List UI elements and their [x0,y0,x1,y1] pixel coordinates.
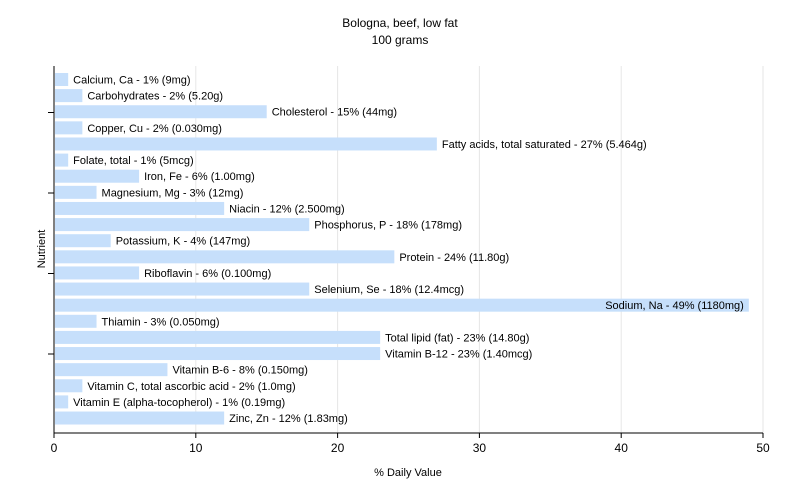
bar-label-2: Cholesterol - 15% (44mg) [272,107,397,119]
bar-label-12: Riboflavin - 6% (0.100mg) [144,268,271,280]
bar-label-4: Fatty acids, total saturated - 27% (5.46… [442,139,647,151]
bar-0 [55,73,69,86]
x-axis-title: % Daily Value [374,467,442,479]
bar-17 [55,347,381,361]
bar-label-13: Selenium, Se - 18% (12.4mcg) [314,284,464,296]
bar-label-11: Protein - 24% (11.80g) [399,252,509,264]
axes-group: 0 10 20 30 40 50 [48,66,770,455]
bar-12 [55,266,140,280]
bar-label-14: Sodium, Na - 49% (1180mg) [605,300,744,312]
bar-16 [55,330,381,344]
x-tick-label-4: 40 [615,441,629,455]
bar-8 [55,201,225,215]
bar-label-6: Iron, Fe - 6% (1.00mg) [144,171,255,183]
bar-9 [55,218,310,232]
bar-10 [55,234,111,248]
x-tick-label-0: 0 [51,441,58,455]
bar-label-21: Zinc, Zn - 12% (1.83mg) [229,413,348,425]
bar-label-3: Copper, Cu - 2% (0.030mg) [87,123,222,135]
bar-6 [55,169,140,183]
x-tick-label-2: 20 [331,441,345,455]
bar-label-9: Phosphorus, P - 18% (178mg) [314,220,462,232]
bar-19 [55,379,83,393]
bar-label-1: Carbohydrates - 2% (5.20g) [87,91,223,103]
bar-label-7: Magnesium, Mg - 3% (12mg) [102,187,244,199]
bar-18 [55,363,168,377]
bar-label-8: Niacin - 12% (2.500mg) [229,203,345,215]
bars-group: Calcium, Ca - 1% (9mg) Carbohydrates - 2%… [55,73,749,425]
bar-20 [55,395,69,409]
x-tick-label-5: 50 [756,441,770,455]
bar-5 [55,153,69,167]
bar-label-15: Thiamin - 3% (0.050mg) [102,316,220,328]
bar-2 [55,105,267,119]
bar-label-18: Vitamin B-6 - 8% (0.150mg) [172,365,308,377]
bar-label-10: Potassium, K - 4% (147mg) [116,236,251,248]
bar-14 [55,298,749,312]
bar-1 [55,89,83,103]
bar-13 [55,282,310,296]
y-axis-title: Nutrient [36,230,48,269]
chart-title: Bologna, beef, low fat [342,16,458,30]
bar-label-16: Total lipid (fat) - 23% (14.80g) [385,332,529,344]
x-tick-label-1: 10 [189,441,203,455]
bar-label-19: Vitamin C, total ascorbic acid - 2% (1.0… [87,381,295,393]
bar-label-17: Vitamin B-12 - 23% (1.40mcg) [385,349,532,361]
bar-label-0: Calcium, Ca - 1% (9mg) [73,75,190,87]
bar-3 [55,121,83,135]
bar-21 [55,411,225,425]
bar-label-5: Folate, total - 1% (5mcg) [73,155,193,167]
bar-label-20: Vitamin E (alpha-tocopherol) - 1% (0.19m… [73,397,285,409]
chart-subtitle: 100 grams [372,33,429,47]
bar-4 [55,137,437,151]
bar-7 [55,185,97,199]
bar-15 [55,314,97,328]
grid-lines [195,66,764,433]
x-tick-label-3: 30 [473,441,487,455]
bar-11 [55,250,395,264]
